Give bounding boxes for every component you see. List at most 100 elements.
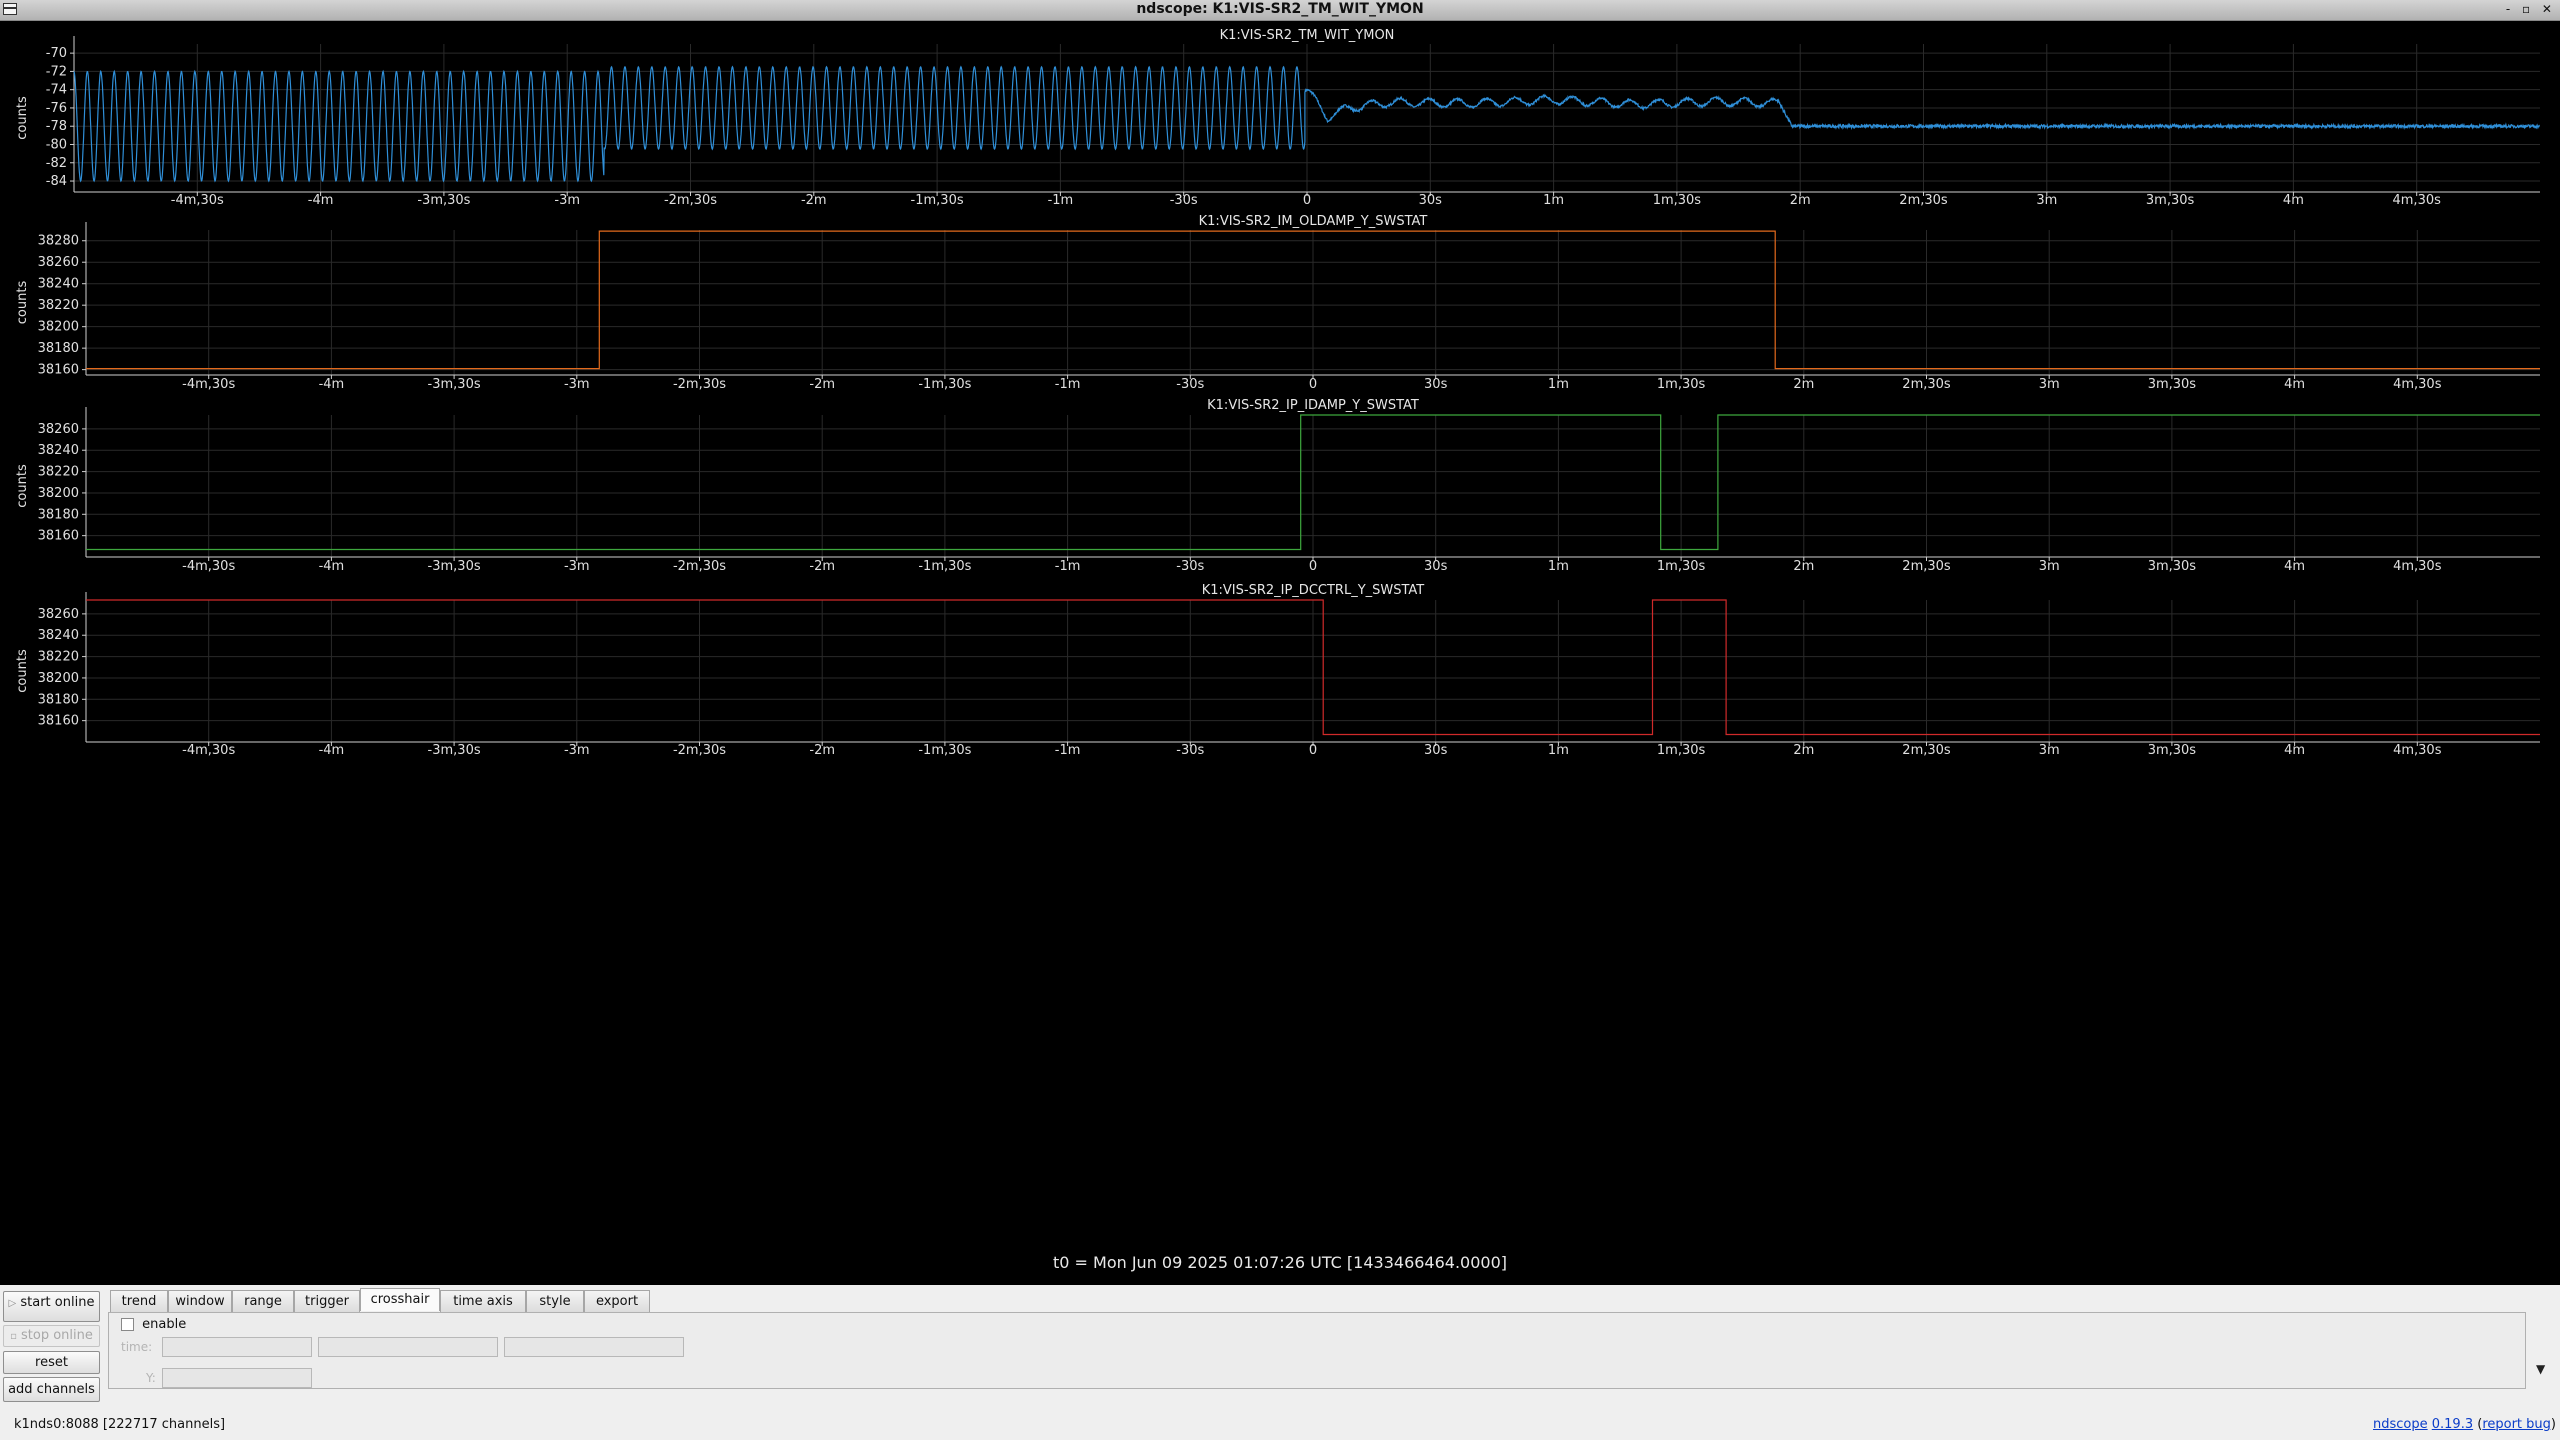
tab-range[interactable]: range — [232, 1290, 294, 1312]
x-tick-label: 0 — [1309, 743, 1317, 758]
x-tick-label: 1m,30s — [1653, 193, 1702, 208]
x-tick-label: -3m — [564, 743, 590, 758]
tab-window[interactable]: window — [168, 1290, 232, 1312]
x-tick-label: -1m,30s — [918, 743, 971, 758]
x-tick-label: -2m,30s — [664, 193, 717, 208]
y-tick-label: 38220 — [38, 298, 79, 313]
enable-checkbox-row[interactable]: enable — [121, 1317, 186, 1332]
report-bug-link[interactable]: report bug — [2482, 1417, 2551, 1432]
crosshair-utc-field[interactable] — [504, 1337, 684, 1357]
y-axis-label: counts — [15, 281, 30, 325]
x-tick-label: -30s — [1170, 193, 1198, 208]
x-tick-label: 0 — [1309, 559, 1317, 574]
ndscope-link[interactable]: ndscope — [2372, 1417, 2428, 1432]
enable-checkbox[interactable] — [121, 1318, 134, 1331]
crosshair-y-field[interactable] — [162, 1368, 312, 1388]
x-tick-label: -4m,30s — [182, 559, 235, 574]
plots-canvas[interactable]: K1:VIS-SR2_TM_WIT_YMON -4m,30s -4m -3m,30s -… — [2, 22, 2558, 1284]
series-line — [86, 599, 2540, 736]
x-tick-label: 2m — [1790, 193, 1811, 208]
x-tick-label: 3m,30s — [2146, 193, 2195, 208]
x-tick-label: -4m — [319, 559, 345, 574]
x-tick-label: 30s — [1424, 743, 1448, 758]
enable-label: enable — [142, 1317, 187, 1332]
stop-online-button[interactable]: ▫ stop online — [3, 1325, 100, 1347]
series-line — [86, 414, 2540, 551]
series-line — [86, 230, 2540, 370]
x-tick-label: 4m,30s — [2393, 559, 2442, 574]
x-tick-label: 1m — [1543, 193, 1564, 208]
y-tick-label: 38160 — [38, 363, 79, 378]
y-tick-label: 38200 — [38, 671, 79, 686]
y-tick-label: 38240 — [38, 277, 79, 292]
add-channels-button[interactable]: add channels — [3, 1377, 100, 1402]
tab-trend[interactable]: trend — [110, 1290, 168, 1312]
series-line — [73, 65, 2540, 183]
plot-title: K1:VIS-SR2_IP_IDAMP_Y_SWSTAT — [1207, 398, 1419, 413]
y-tick-label: 38200 — [38, 320, 79, 335]
y-tick-label: 38180 — [38, 341, 79, 356]
y-tick-label: 38220 — [38, 465, 79, 480]
plot-area[interactable]: K1:VIS-SR2_TM_WIT_YMON -4m,30s -4m -3m,30s -… — [2, 22, 2558, 1284]
y-axis-label: counts — [15, 649, 30, 693]
x-tick-label: -1m,30s — [911, 193, 964, 208]
version-link[interactable]: 0.19.3 — [2431, 1417, 2474, 1432]
x-tick-label: 3m,30s — [2148, 559, 2197, 574]
y-tick-label: 38260 — [38, 255, 79, 270]
x-tick-label: -2m,30s — [673, 559, 726, 574]
crosshair-gps-field[interactable] — [318, 1337, 498, 1357]
x-tick-label: 3m,30s — [2148, 743, 2197, 758]
crosshair-time-field[interactable] — [162, 1337, 312, 1357]
tab-trigger[interactable]: trigger — [294, 1290, 360, 1312]
server-status: k1nds0:8088 [222717 channels] — [14, 1417, 226, 1432]
y-tick-label: 38260 — [38, 422, 79, 437]
window-menu-icon[interactable] — [3, 3, 17, 15]
x-tick-label: -1m — [1055, 743, 1081, 758]
window-controls[interactable]: - ▫ ✕ — [2505, 2, 2556, 16]
t0-label: t0 = Mon Jun 09 2025 01:07:26 UTC [14334… — [1052, 1253, 1508, 1272]
crosshair-panel: enable time: Y: — [108, 1312, 2526, 1389]
reset-button[interactable]: reset — [3, 1351, 100, 1374]
x-tick-label: 4m,30s — [2393, 193, 2442, 208]
x-tick-label: -3m,30s — [428, 743, 481, 758]
x-tick-label: 2m,30s — [1899, 193, 1948, 208]
x-tick-label: -3m — [564, 559, 590, 574]
plot-2: K1:VIS-SR2_IM_OLDAMP_Y_SWSTAT -4m,30s -4m -… — [15, 214, 2540, 392]
y-tick-label: 38260 — [38, 607, 79, 622]
x-tick-label: -4m,30s — [182, 377, 235, 392]
x-tick-label: -2m — [801, 193, 827, 208]
y-tick-label: -82 — [46, 156, 67, 171]
x-tick-label: 0 — [1309, 377, 1317, 392]
x-tick-label: 1m,30s — [1657, 559, 1706, 574]
x-tick-label: 4m — [2284, 743, 2305, 758]
collapse-arrow-icon[interactable]: ▼ — [2536, 1362, 2546, 1376]
x-tick-label: 3m — [2039, 743, 2060, 758]
x-tick-label: 4m — [2284, 559, 2305, 574]
tab-style[interactable]: style — [526, 1290, 584, 1312]
x-tick-label: -3m,30s — [428, 559, 481, 574]
plot-1: K1:VIS-SR2_TM_WIT_YMON -4m,30s -4m -3m,30s -… — [15, 28, 2540, 208]
start-online-button[interactable]: ▷ start online — [3, 1291, 100, 1322]
x-tick-label: -1m — [1055, 559, 1081, 574]
x-tick-label: 1m — [1548, 743, 1569, 758]
y-tick-label: 38200 — [38, 486, 79, 501]
x-tick-label: 0 — [1303, 193, 1311, 208]
x-tick-label: -3m — [554, 193, 580, 208]
tab-export[interactable]: export — [584, 1290, 650, 1312]
x-tick-label: -3m,30s — [428, 377, 481, 392]
x-tick-label: -3m — [564, 377, 590, 392]
y-tick-label: 38280 — [38, 234, 79, 249]
x-tick-label: 30s — [1424, 377, 1448, 392]
tab-crosshair[interactable]: crosshair — [360, 1288, 440, 1311]
x-tick-label: -1m — [1055, 377, 1081, 392]
x-tick-label: 2m,30s — [1902, 559, 1951, 574]
x-tick-label: -2m — [809, 377, 835, 392]
x-tick-label: 2m — [1793, 559, 1814, 574]
y-tick-label: -78 — [46, 119, 67, 134]
tab-time-axis[interactable]: time axis — [440, 1290, 526, 1312]
x-tick-label: 2m,30s — [1902, 743, 1951, 758]
x-tick-label: -30s — [1176, 559, 1204, 574]
x-tick-label: 1m,30s — [1657, 377, 1706, 392]
y-tick-label: 38240 — [38, 628, 79, 643]
x-tick-label: 1m — [1548, 559, 1569, 574]
